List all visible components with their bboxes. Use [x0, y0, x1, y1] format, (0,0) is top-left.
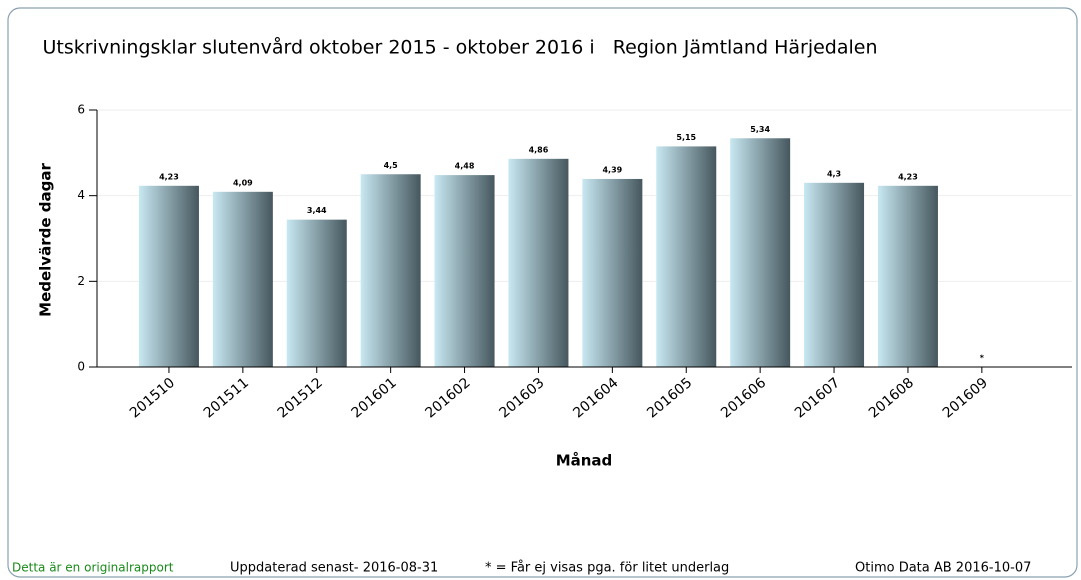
value-label: 4,39 [602, 165, 622, 174]
y-tick-label: 2 [77, 274, 85, 288]
chart-title: Utskrivningsklar slutenvård oktober 2015… [42, 36, 877, 59]
bar [508, 158, 569, 367]
bar [360, 174, 421, 367]
footer-updated: Uppdaterad senast- 2016-08-31 [230, 561, 438, 576]
value-label: 3,44 [307, 206, 327, 215]
bar [877, 185, 938, 367]
y-tick-label: 6 [77, 103, 85, 117]
bar [656, 146, 717, 367]
bar [138, 185, 199, 367]
value-label: * [980, 354, 985, 363]
value-label: 4,86 [529, 145, 549, 154]
x-axis-label: Månad [556, 452, 613, 470]
bar [212, 191, 273, 367]
footer-note: * = Får ej visas pga. för litet underlag [485, 561, 729, 576]
value-label: 4,5 [384, 161, 399, 170]
bar [582, 178, 643, 367]
value-label: 5,15 [676, 133, 696, 142]
value-label: 4,48 [455, 162, 475, 171]
value-label: 4,23 [159, 172, 179, 181]
bar [434, 175, 495, 367]
bar [804, 182, 865, 367]
y-axis-label: Medelvärde dagar [37, 163, 55, 317]
y-tick-label: 0 [77, 360, 85, 374]
value-label: 4,23 [898, 172, 918, 181]
footer-source: Otimo Data AB 2016-10-07 [855, 561, 1031, 576]
bar [286, 219, 347, 367]
value-label: 4,09 [233, 178, 253, 187]
value-label: 5,34 [750, 125, 770, 134]
bar [730, 138, 791, 367]
value-label: 4,3 [827, 169, 841, 178]
footer-original: Detta är en originalrapport [12, 561, 174, 575]
y-tick-label: 4 [77, 188, 85, 202]
